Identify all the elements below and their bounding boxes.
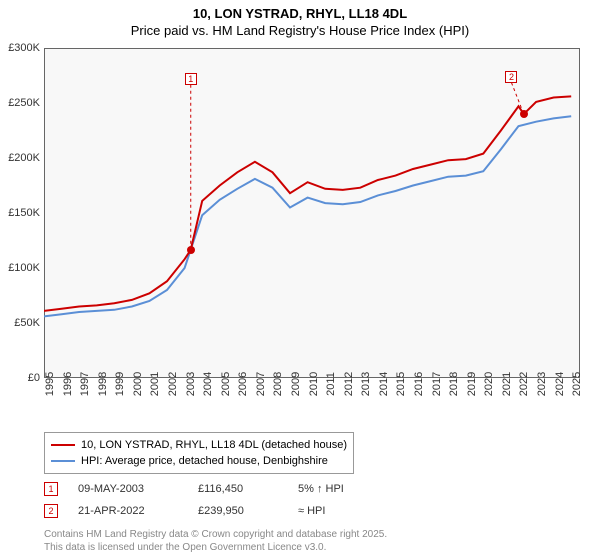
footer-line1: Contains HM Land Registry data © Crown c… bbox=[44, 529, 580, 542]
x-tick-label: 2002 bbox=[167, 372, 179, 396]
x-tick-label: 2018 bbox=[448, 372, 460, 396]
x-tick-label: 2020 bbox=[483, 372, 495, 396]
x-tick-label: 2024 bbox=[554, 372, 566, 396]
marker-index-box: 1 bbox=[185, 73, 197, 85]
x-tick-label: 2017 bbox=[431, 372, 443, 396]
legend-row: HPI: Average price, detached house, Denb… bbox=[51, 453, 347, 469]
event-row: 1 09-MAY-2003 £116,450 5% ↑ HPI bbox=[44, 478, 580, 500]
x-tick-label: 2013 bbox=[360, 372, 372, 396]
x-tick-label: 2015 bbox=[395, 372, 407, 396]
event-date: 21-APR-2022 bbox=[78, 505, 178, 517]
event-index-box: 1 bbox=[44, 482, 58, 496]
legend-swatch bbox=[51, 444, 75, 446]
y-tick-label: £0 bbox=[0, 372, 40, 384]
x-tick-label: 1998 bbox=[97, 372, 109, 396]
x-tick-label: 1995 bbox=[44, 372, 56, 396]
legend-swatch bbox=[51, 460, 75, 462]
chart-container: 10, LON YSTRAD, RHYL, LL18 4DL Price pai… bbox=[0, 0, 600, 560]
y-tick-label: £300K bbox=[0, 42, 40, 54]
x-tick-label: 2014 bbox=[378, 372, 390, 396]
x-tick-label: 2011 bbox=[325, 372, 337, 396]
marker-index-box: 2 bbox=[505, 71, 517, 83]
x-tick-label: 2023 bbox=[536, 372, 548, 396]
x-tick-label: 2003 bbox=[185, 372, 197, 396]
footer: Contains HM Land Registry data © Crown c… bbox=[44, 529, 580, 554]
x-tick-label: 2006 bbox=[237, 372, 249, 396]
series-line bbox=[44, 96, 571, 311]
x-tick-label: 1999 bbox=[114, 372, 126, 396]
event-row: 2 21-APR-2022 £239,950 ≈ HPI bbox=[44, 500, 580, 522]
event-note: ≈ HPI bbox=[298, 505, 580, 517]
events-table: 1 09-MAY-2003 £116,450 5% ↑ HPI 2 21-APR-2022… bbox=[44, 478, 580, 522]
x-tick-label: 1996 bbox=[62, 372, 74, 396]
legend-label: HPI: Average price, detached house, Denb… bbox=[81, 455, 328, 467]
x-tick-label: 2000 bbox=[132, 372, 144, 396]
x-tick-label: 2007 bbox=[255, 372, 267, 396]
x-tick-label: 1997 bbox=[79, 372, 91, 396]
y-tick-label: £200K bbox=[0, 152, 40, 164]
line-layer bbox=[44, 48, 580, 378]
x-tick-label: 2021 bbox=[501, 372, 513, 396]
marker-dot bbox=[187, 246, 195, 254]
legend-row: 10, LON YSTRAD, RHYL, LL18 4DL (detached… bbox=[51, 437, 347, 453]
x-tick-label: 2004 bbox=[202, 372, 214, 396]
title-block: 10, LON YSTRAD, RHYL, LL18 4DL Price pai… bbox=[0, 0, 600, 40]
x-tick-label: 2019 bbox=[466, 372, 478, 396]
event-index-box: 2 bbox=[44, 504, 58, 518]
y-tick-label: £150K bbox=[0, 207, 40, 219]
series-line bbox=[44, 116, 571, 316]
title-line1: 10, LON YSTRAD, RHYL, LL18 4DL bbox=[0, 6, 600, 21]
legend: 10, LON YSTRAD, RHYL, LL18 4DL (detached… bbox=[44, 432, 354, 474]
footer-line2: This data is licensed under the Open Gov… bbox=[44, 542, 580, 555]
x-tick-label: 2008 bbox=[272, 372, 284, 396]
y-tick-label: £100K bbox=[0, 262, 40, 274]
y-tick-label: £250K bbox=[0, 97, 40, 109]
x-tick-label: 2005 bbox=[220, 372, 232, 396]
event-note: 5% ↑ HPI bbox=[298, 483, 580, 495]
x-tick-label: 2012 bbox=[343, 372, 355, 396]
event-price: £116,450 bbox=[198, 483, 278, 495]
x-tick-label: 2010 bbox=[308, 372, 320, 396]
title-line2: Price paid vs. HM Land Registry's House … bbox=[0, 23, 600, 38]
marker-dot bbox=[520, 110, 528, 118]
legend-label: 10, LON YSTRAD, RHYL, LL18 4DL (detached… bbox=[81, 439, 347, 451]
x-tick-label: 2016 bbox=[413, 372, 425, 396]
event-date: 09-MAY-2003 bbox=[78, 483, 178, 495]
x-tick-label: 2025 bbox=[571, 372, 583, 396]
x-tick-label: 2022 bbox=[518, 372, 530, 396]
x-tick-label: 2009 bbox=[290, 372, 302, 396]
y-tick-label: £50K bbox=[0, 317, 40, 329]
x-tick-label: 2001 bbox=[149, 372, 161, 396]
event-price: £239,950 bbox=[198, 505, 278, 517]
